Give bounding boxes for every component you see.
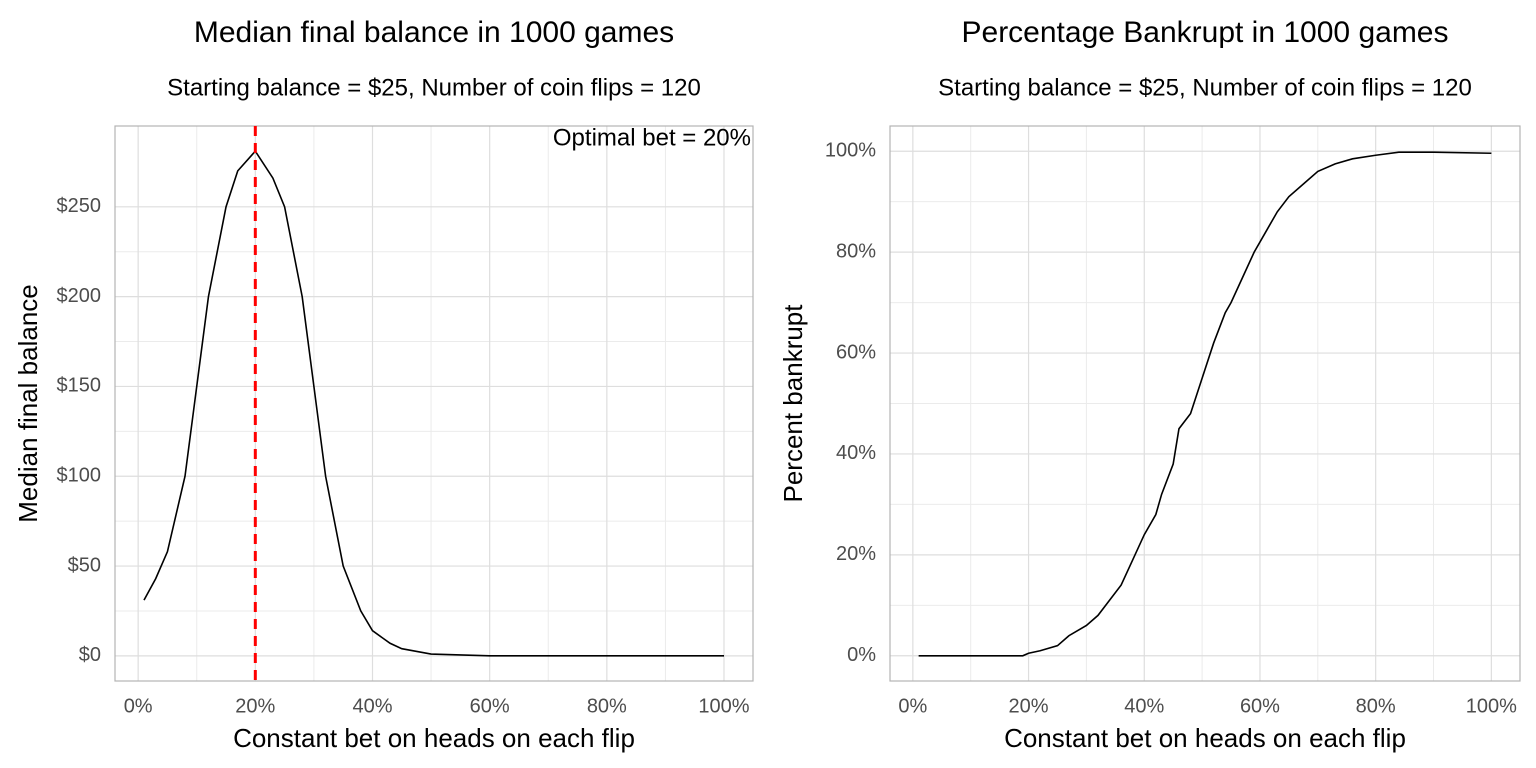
line-series [143,149,724,657]
chart-title: Percentage Bankrupt in 1000 games [962,16,1449,49]
y-tick-label: 20% [836,543,876,565]
annotation: Optimal bet = 20% [553,124,751,151]
x-axis-label: Constant bet on heads on each flip [1004,723,1406,753]
y-tick-label: $250 [57,195,102,217]
y-tick-label: 80% [836,240,876,262]
x-tick-label: 40% [1124,695,1164,717]
x-tick-label: 100% [1466,695,1517,717]
y-tick-label: $150 [57,375,102,397]
panel-border [889,125,1521,682]
y-axis-label: Percent bankrupt [778,304,808,503]
y-axis-label: Median final balance [13,284,43,523]
y-tick-label: $200 [57,285,102,307]
chart-subtitle: Starting balance = $25, Number of coin f… [167,74,701,101]
x-tick-label: 20% [1009,695,1049,717]
y-tick-label: 0% [847,644,876,666]
x-tick-label: 60% [1240,695,1280,717]
y-tick-label: 100% [825,140,876,162]
y-tick-label: $100 [57,465,102,487]
x-tick-label: 100% [698,695,749,717]
x-tick-label: 60% [470,695,510,717]
y-tick-label: 60% [836,341,876,363]
x-tick-label: 80% [1356,695,1396,717]
chart-title: Median final balance in 1000 games [194,16,674,49]
panel-border [114,125,754,682]
line-series [918,151,1492,657]
y-tick-label: 40% [836,442,876,464]
x-tick-label: 40% [352,695,392,717]
y-tick-label: $50 [68,554,101,576]
y-tick-label: $0 [79,644,101,666]
x-tick-label: 80% [587,695,627,717]
chart-subtitle: Starting balance = $25, Number of coin f… [938,74,1472,101]
x-axis-label: Constant bet on heads on each flip [233,723,635,753]
x-tick-label: 0% [124,695,153,717]
x-tick-label: 0% [898,695,927,717]
x-tick-label: 20% [235,695,275,717]
